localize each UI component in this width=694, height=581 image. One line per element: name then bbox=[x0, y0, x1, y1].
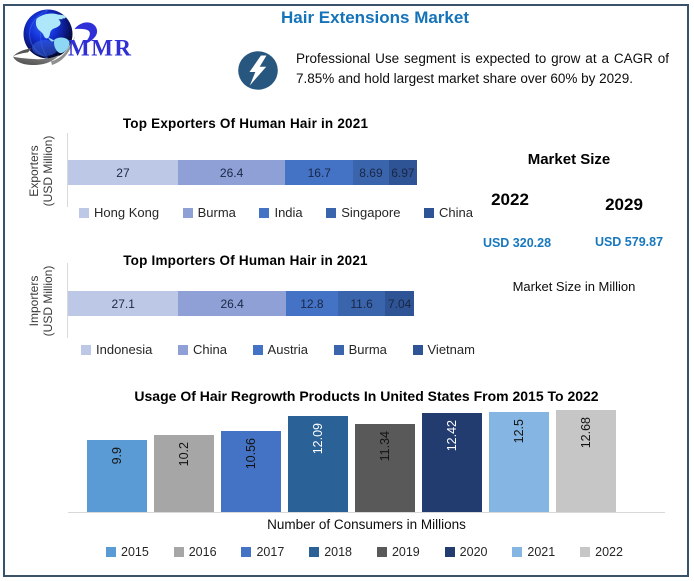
svg-text:MMR: MMR bbox=[68, 36, 133, 61]
